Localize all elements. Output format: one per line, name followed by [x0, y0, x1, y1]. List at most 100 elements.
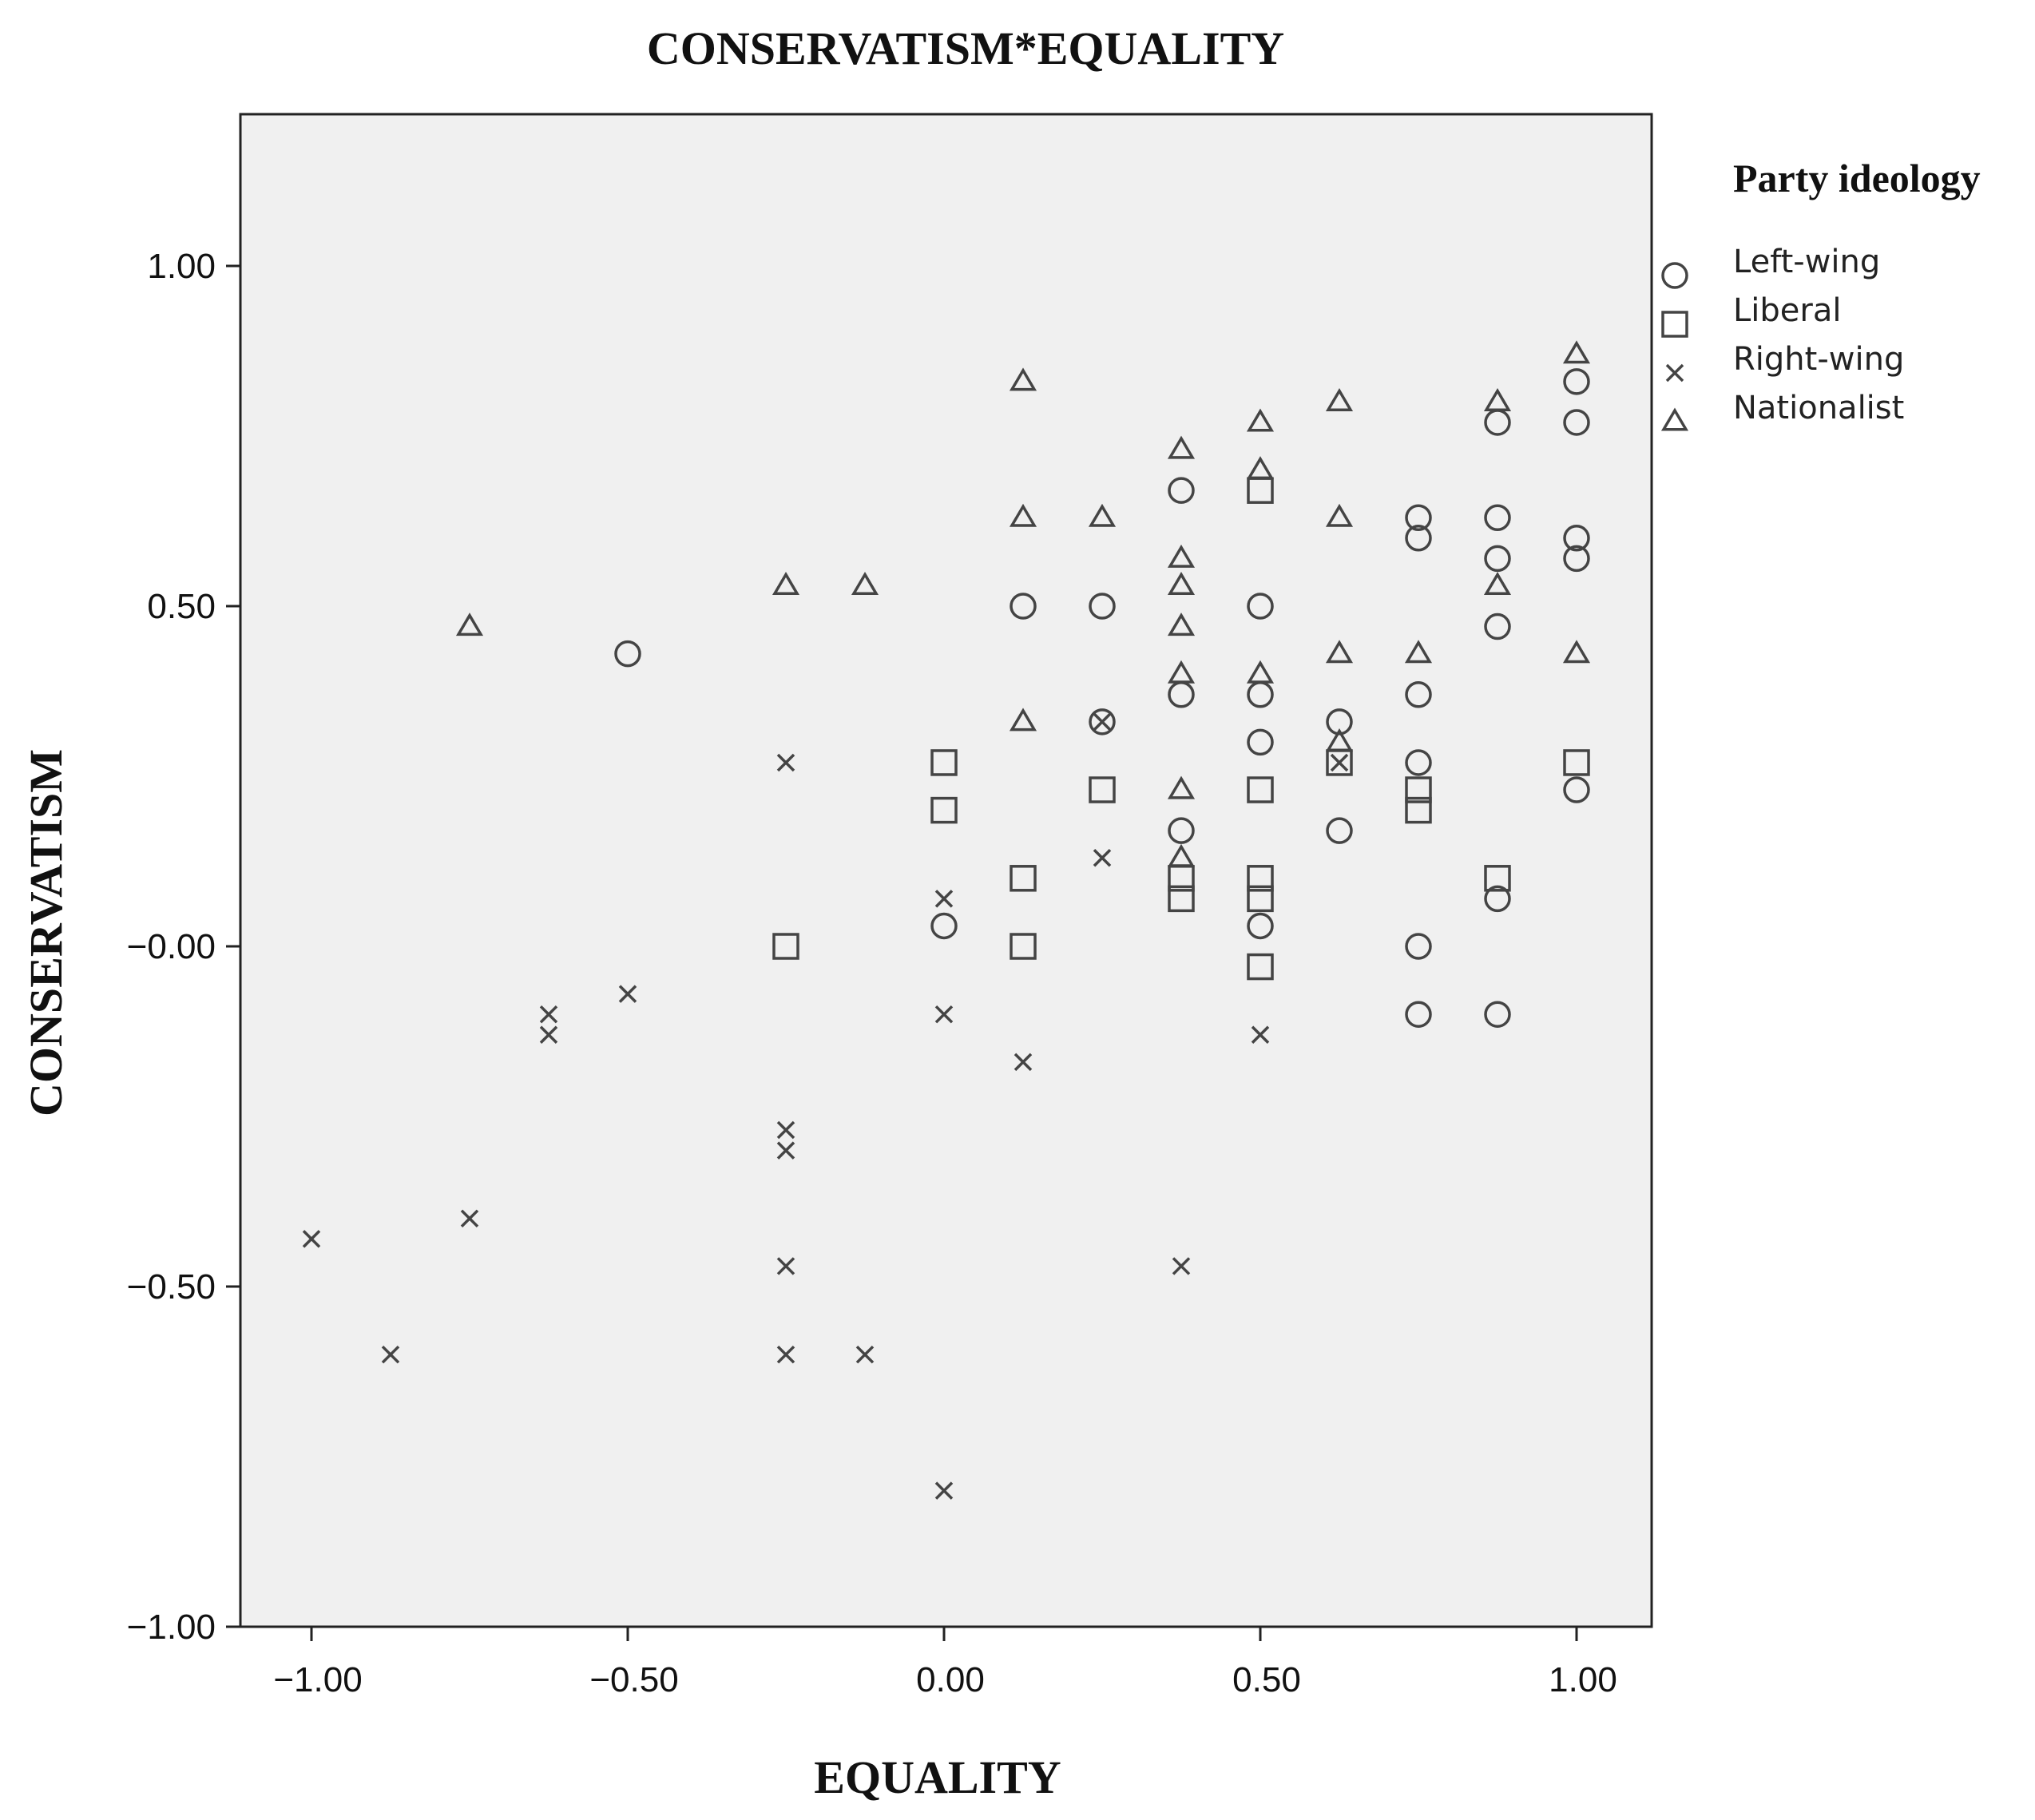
data-point-nationalist [1167, 775, 1196, 799]
data-point-right-wing [934, 1481, 954, 1500]
data-point-left-wing [1405, 504, 1432, 531]
y-axis-ticks: 1.00 0.50 −0.00 −0.50 −1.00 [127, 247, 240, 1647]
x-tick-label: 1.00 [1549, 1660, 1617, 1699]
data-point-left-wing [1563, 525, 1590, 552]
data-points [302, 340, 1591, 1500]
data-point-nationalist [1167, 843, 1196, 867]
data-point-left-wing [1405, 933, 1432, 960]
data-point-nationalist [1009, 503, 1037, 527]
data-point-nationalist [1167, 571, 1196, 595]
legend-marker-liberal [1661, 311, 1688, 338]
data-point-left-wing [1484, 885, 1511, 913]
data-point-left-wing [1405, 1001, 1432, 1028]
data-point-nationalist [1325, 503, 1354, 527]
data-point-left-wing [1247, 728, 1274, 756]
data-point-left-wing [1563, 409, 1590, 436]
data-point-left-wing [1326, 817, 1353, 844]
data-point-nationalist [455, 613, 484, 636]
data-point-nationalist [1483, 387, 1512, 411]
data-point-nationalist [1167, 544, 1196, 568]
data-point-liberal [930, 749, 958, 776]
data-point-liberal [1247, 776, 1274, 803]
data-point-right-wing [776, 1120, 795, 1140]
data-point-left-wing [1563, 545, 1590, 573]
legend-label-liberal: Liberal [1733, 292, 1841, 329]
y-tick-label: 0.50 [147, 587, 216, 626]
legend-marker-left-wing [1661, 262, 1688, 289]
y-tick-label: 1.00 [147, 247, 216, 286]
data-point-left-wing [1405, 681, 1432, 708]
data-point-liberal [1247, 953, 1274, 981]
legend: Party ideology Left-wing Liberal Right-win… [1660, 156, 1981, 431]
data-point-right-wing [1014, 1053, 1033, 1072]
x-tick-label: −0.50 [589, 1660, 678, 1699]
x-tick-label: 0.00 [916, 1660, 985, 1699]
data-point-left-wing [930, 912, 958, 940]
data-point-left-wing [1247, 593, 1274, 620]
data-point-nationalist [1246, 456, 1275, 480]
data-point-right-wing [618, 985, 637, 1003]
data-point-nationalist [1009, 708, 1037, 732]
data-point-liberal [1168, 885, 1195, 913]
data-point-left-wing [1563, 776, 1590, 803]
data-point-right-wing [776, 1141, 795, 1160]
data-point-right-wing [855, 1345, 875, 1364]
data-point-liberal [1405, 796, 1432, 824]
data-point-nationalist [1325, 728, 1354, 751]
data-point-right-wing [302, 1230, 321, 1248]
data-point-nationalist [1167, 613, 1196, 636]
data-point-nationalist [1325, 387, 1354, 411]
data-point-nationalist [1562, 340, 1591, 364]
data-point-right-wing [1093, 849, 1112, 867]
data-point-right-wing [539, 1005, 558, 1024]
data-point-left-wing [1484, 613, 1511, 640]
data-point-right-wing [1172, 1257, 1191, 1275]
data-point-left-wing [1563, 368, 1590, 395]
x-tick-label: −1.00 [273, 1660, 362, 1699]
data-point-left-wing [1405, 749, 1432, 776]
x-tick-label: 0.50 [1232, 1660, 1301, 1699]
data-point-liberal [1247, 865, 1274, 892]
y-axis-label: CONSERVATISM [20, 749, 72, 1116]
data-point-liberal [1484, 865, 1511, 892]
data-point-liberal [1405, 776, 1432, 803]
data-point-nationalist [772, 571, 800, 595]
data-point-nationalist [1483, 571, 1512, 595]
data-point-left-wing [1168, 817, 1195, 844]
data-point-nationalist [1167, 435, 1196, 459]
legend-label-nationalist: Nationalist [1733, 390, 1904, 426]
data-point-liberal [1010, 865, 1037, 892]
data-point-right-wing [381, 1345, 400, 1364]
legend-label-left-wing: Left-wing [1733, 244, 1880, 280]
data-point-nationalist [1167, 660, 1196, 684]
data-point-nationalist [1246, 660, 1275, 684]
data-point-left-wing [1484, 504, 1511, 531]
data-point-left-wing [1089, 593, 1116, 620]
data-point-nationalist [1009, 367, 1037, 391]
plot-area [239, 113, 1653, 1628]
legend-title: Party ideology [1733, 156, 1981, 200]
data-point-nationalist [1404, 640, 1433, 664]
data-point-right-wing [776, 1257, 795, 1275]
data-point-left-wing [1010, 593, 1037, 620]
data-point-right-wing [1330, 753, 1349, 772]
data-point-right-wing [1093, 712, 1112, 732]
data-point-liberal [930, 796, 958, 824]
legend-items: Left-wing Liberal Right-wing Nationalist [1660, 244, 1904, 431]
data-point-left-wing [1089, 708, 1116, 736]
data-point-right-wing [1251, 1025, 1270, 1044]
data-point-liberal [772, 933, 799, 960]
legend-label-right-wing: Right-wing [1733, 341, 1904, 378]
data-point-nationalist [1088, 503, 1117, 527]
data-point-liberal [1563, 749, 1590, 776]
data-point-left-wing [1484, 1001, 1511, 1028]
data-point-right-wing [934, 890, 954, 908]
chart-title: CONSERVATISM*EQUALITY [647, 22, 1284, 74]
data-point-liberal [1010, 933, 1037, 960]
data-point-right-wing [539, 1025, 558, 1044]
legend-marker-nationalist [1660, 407, 1689, 431]
data-point-right-wing [776, 1345, 795, 1364]
y-tick-label: −1.00 [127, 1608, 216, 1647]
data-point-liberal [1089, 776, 1116, 803]
